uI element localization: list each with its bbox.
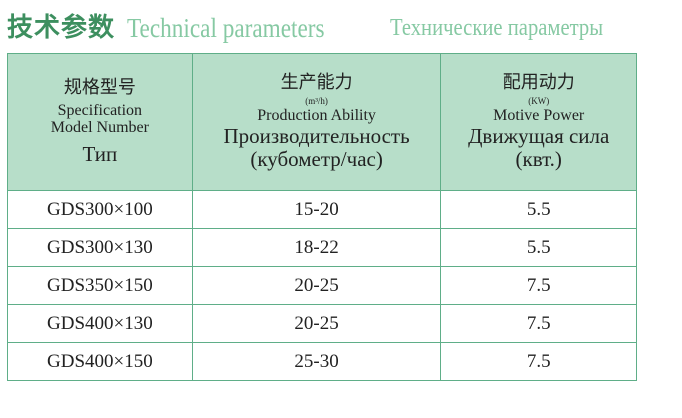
header-production: 生产能力 (m³/h) Production Ability Производи… <box>191 53 442 191</box>
header-en: Motive Power <box>493 106 585 124</box>
table-row: GDS400×150 25-30 7.5 <box>7 342 637 381</box>
cell-power: 7.5 <box>440 304 637 343</box>
header-model: 规格型号 Specification Model Number Тип <box>7 53 193 191</box>
cell-production: 15-20 <box>191 190 442 229</box>
cell-model: GDS400×150 <box>7 342 193 381</box>
header-en: Production Ability <box>257 106 376 124</box>
table-row: GDS300×130 18-22 5.5 <box>7 228 637 267</box>
header-unit: (m³/h) <box>305 96 328 107</box>
title-russian: Технические параметры <box>390 15 604 41</box>
cell-power: 7.5 <box>440 342 637 381</box>
header-ru: Движущая сила <box>468 123 610 148</box>
parameters-table: 规格型号 Specification Model Number Тип 生产能力… <box>7 53 637 381</box>
header-ru-unit: (квт.) <box>515 146 562 171</box>
cell-power: 5.5 <box>440 228 637 267</box>
cell-model: GDS300×100 <box>7 190 193 229</box>
cell-production: 18-22 <box>191 228 442 267</box>
title-chinese: 技术参数 <box>7 13 116 43</box>
cell-production: 20-25 <box>191 266 442 305</box>
page-title: 技术参数 Technical parameters Технические па… <box>7 8 603 44</box>
cell-model: GDS400×130 <box>7 304 193 343</box>
header-cn: 规格型号 <box>63 76 136 98</box>
title-english: Technical parameters <box>127 13 325 43</box>
cell-model: GDS350×150 <box>7 266 193 305</box>
header-cn: 配用动力 <box>502 72 575 94</box>
cell-production: 20-25 <box>191 304 442 343</box>
cell-production: 25-30 <box>191 342 442 381</box>
cell-power: 5.5 <box>440 190 637 229</box>
header-ru-unit: (кубометр/час) <box>250 146 383 171</box>
header-ru: Тип <box>82 141 118 166</box>
header-power: 配用动力 (KW) Motive Power Движущая сила (кв… <box>440 53 637 191</box>
cell-power: 7.5 <box>440 266 637 305</box>
header-row: 规格型号 Specification Model Number Тип 生产能力… <box>7 53 637 191</box>
table-row: GDS300×100 15-20 5.5 <box>7 190 637 229</box>
header-en: Specification Model Number <box>50 101 149 137</box>
header-unit: (KW) <box>528 96 550 107</box>
header-ru: Производительность <box>223 123 410 148</box>
cell-model: GDS300×130 <box>7 228 193 267</box>
table-row: GDS400×130 20-25 7.5 <box>7 304 637 343</box>
table-row: GDS350×150 20-25 7.5 <box>7 266 637 305</box>
header-cn: 生产能力 <box>280 72 353 94</box>
